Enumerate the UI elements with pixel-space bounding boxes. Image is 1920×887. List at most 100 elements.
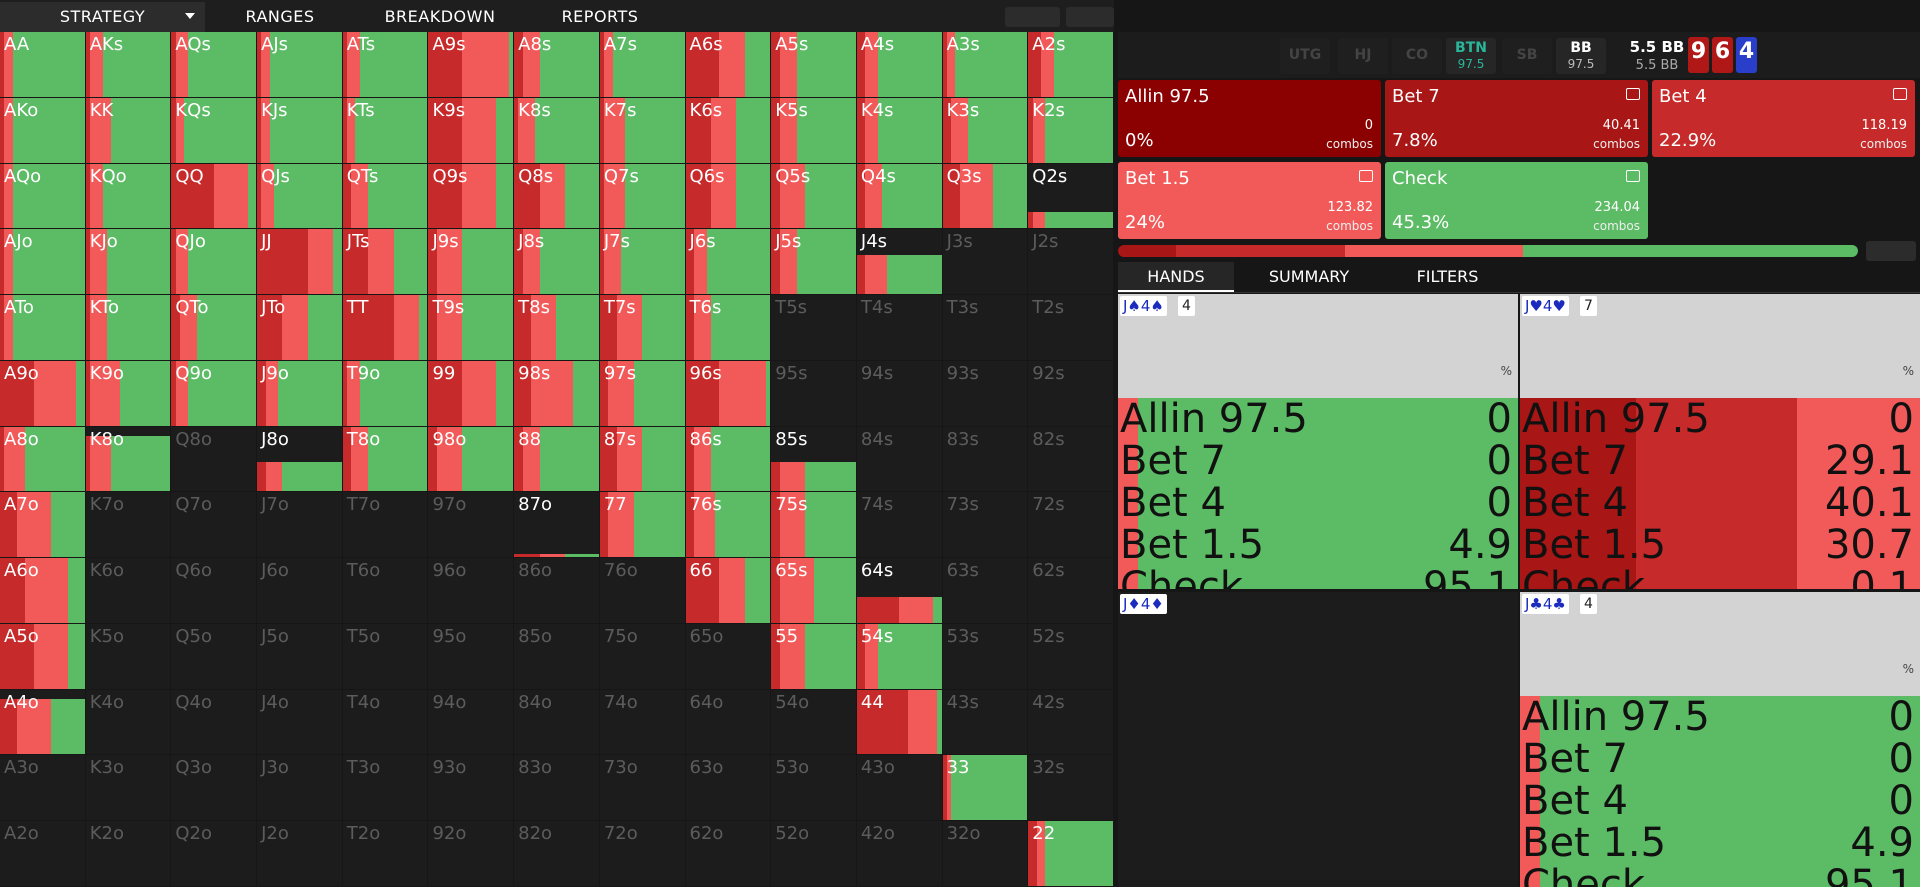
hand-cell[interactable]: J9s — [428, 229, 514, 295]
hand-cell[interactable]: K9o — [85, 360, 171, 426]
hand-cell[interactable]: J5s — [771, 229, 856, 295]
hand-cell[interactable]: 62s — [1028, 558, 1113, 623]
hand-cell[interactable]: A9o — [0, 360, 85, 426]
hand-cell[interactable]: 42o — [856, 821, 942, 886]
hand-cell[interactable]: J4o — [257, 689, 342, 755]
hand-cell[interactable]: T9o — [342, 360, 428, 426]
sub-tab[interactable]: SUMMARY — [1268, 267, 1350, 286]
hand-cell[interactable]: KJo — [85, 229, 171, 295]
position-button[interactable]: UTG — [1280, 38, 1330, 74]
action-card[interactable]: Check 45.3% 234.04 combos — [1385, 162, 1648, 239]
hand-cell[interactable]: 86s — [685, 426, 771, 492]
nav-tab[interactable]: BREAKDOWN — [384, 7, 496, 26]
hand-cell[interactable]: 87o — [514, 492, 599, 558]
hand-cell[interactable]: Q8s — [514, 163, 599, 229]
hand-cell[interactable]: 52o — [771, 821, 856, 886]
nav-tab[interactable]: REPORTS — [561, 7, 639, 26]
hand-cell[interactable]: Q5o — [171, 623, 257, 689]
details-icon[interactable] — [1626, 88, 1640, 100]
hand-cell[interactable]: 54o — [771, 689, 856, 755]
hand-cell[interactable]: Q4s — [856, 163, 942, 229]
hand-cell[interactable]: A3s — [942, 32, 1028, 97]
hand-cell[interactable]: 32s — [1028, 755, 1113, 821]
hand-cell[interactable]: K2o — [85, 821, 171, 886]
hand-cell[interactable]: A2s — [1028, 32, 1113, 97]
hand-cell[interactable]: 63s — [942, 558, 1028, 623]
hand-cell[interactable]: AQs — [171, 32, 257, 97]
hand-cell[interactable]: 74o — [599, 689, 685, 755]
hand-cell[interactable]: K5o — [85, 623, 171, 689]
position-button[interactable]: BB 97.5 — [1556, 38, 1606, 74]
action-card[interactable]: Allin 97.5 0% 0 combos — [1118, 80, 1381, 157]
hand-cell[interactable]: 72s — [1028, 492, 1113, 558]
hand-cell[interactable]: 53s — [942, 623, 1028, 689]
hand-cell[interactable]: JJ — [257, 229, 342, 295]
hand-cell[interactable]: T4s — [856, 295, 942, 360]
hand-cell[interactable]: A7s — [599, 32, 685, 97]
hand-cell[interactable]: A4o — [0, 689, 85, 755]
hand-cell[interactable]: 95s — [771, 360, 856, 426]
hand-cell[interactable]: 43s — [942, 689, 1028, 755]
hand-cell[interactable]: KTs — [342, 97, 428, 163]
hand-cell[interactable]: 65o — [685, 623, 771, 689]
hand-cell[interactable]: A2o — [0, 821, 85, 886]
hand-cell[interactable]: QJs — [257, 163, 342, 229]
hand-cell[interactable]: 96o — [428, 558, 514, 623]
details-icon[interactable] — [1893, 88, 1907, 100]
hand-cell[interactable]: A3o — [0, 755, 85, 821]
hand-cell[interactable]: A8o — [0, 426, 85, 492]
hand-cell[interactable]: J5o — [257, 623, 342, 689]
hand-cell[interactable]: KQo — [85, 163, 171, 229]
hand-cell[interactable]: 99 — [428, 360, 514, 426]
hand-cell[interactable]: K8o — [85, 426, 171, 492]
hand-cell[interactable]: Q4o — [171, 689, 257, 755]
hand-cell[interactable]: 74s — [856, 492, 942, 558]
hand-cell[interactable]: T3o — [342, 755, 428, 821]
hand-cell[interactable]: T2s — [1028, 295, 1113, 360]
hand-cell[interactable]: TT — [342, 295, 428, 360]
hand-cell[interactable]: 95o — [428, 623, 514, 689]
hand-cell[interactable]: 93s — [942, 360, 1028, 426]
hand-cell[interactable]: K4s — [856, 97, 942, 163]
hand-cell[interactable]: 94s — [856, 360, 942, 426]
hand-cell[interactable]: 72o — [599, 821, 685, 886]
hand-cell[interactable]: 85o — [514, 623, 599, 689]
hand-cell[interactable]: AKs — [85, 32, 171, 97]
hand-cell[interactable]: A4s — [856, 32, 942, 97]
hand-cell[interactable]: Q7o — [171, 492, 257, 558]
hand-cell[interactable]: ATs — [342, 32, 428, 97]
hand-cell[interactable]: Q2s — [1028, 163, 1113, 229]
hand-cell[interactable]: 92o — [428, 821, 514, 886]
hand-cell[interactable]: T5o — [342, 623, 428, 689]
hand-panel[interactable]: J♦4♦ — [1118, 592, 1518, 887]
hand-cell[interactable]: AA — [0, 32, 85, 97]
hand-cell[interactable]: K7s — [599, 97, 685, 163]
hand-cell[interactable]: K6o — [85, 558, 171, 623]
hand-cell[interactable]: 77 — [599, 492, 685, 558]
hand-cell[interactable]: A9s — [428, 32, 514, 97]
hand-cell[interactable]: 73s — [942, 492, 1028, 558]
hand-cell[interactable]: 92s — [1028, 360, 1113, 426]
hand-cell[interactable]: 66 — [685, 558, 771, 623]
hand-cell[interactable]: KJs — [257, 97, 342, 163]
hand-cell[interactable]: 75o — [599, 623, 685, 689]
position-button[interactable]: BTN 97.5 — [1446, 38, 1496, 74]
sub-tab[interactable]: HANDS — [1118, 262, 1234, 292]
hand-cell[interactable]: JTo — [257, 295, 342, 360]
hand-cell[interactable]: JTs — [342, 229, 428, 295]
hand-cell[interactable]: AJs — [257, 32, 342, 97]
hand-cell[interactable]: Q8o — [171, 426, 257, 492]
action-card[interactable]: Bet 1.5 24% 123.82 combos — [1118, 162, 1381, 239]
hand-cell[interactable]: T8o — [342, 426, 428, 492]
hand-cell[interactable]: 55 — [771, 623, 856, 689]
hand-cell[interactable]: 42s — [1028, 689, 1113, 755]
hand-cell[interactable]: 65s — [771, 558, 856, 623]
hand-cell[interactable]: ATo — [0, 295, 85, 360]
hand-cell[interactable]: 93o — [428, 755, 514, 821]
hand-cell[interactable]: Q6s — [685, 163, 771, 229]
hand-cell[interactable]: 94o — [428, 689, 514, 755]
hand-cell[interactable]: Q3o — [171, 755, 257, 821]
hand-cell[interactable]: Q9o — [171, 360, 257, 426]
hand-cell[interactable]: T2o — [342, 821, 428, 886]
hand-cell[interactable]: 82o — [514, 821, 599, 886]
